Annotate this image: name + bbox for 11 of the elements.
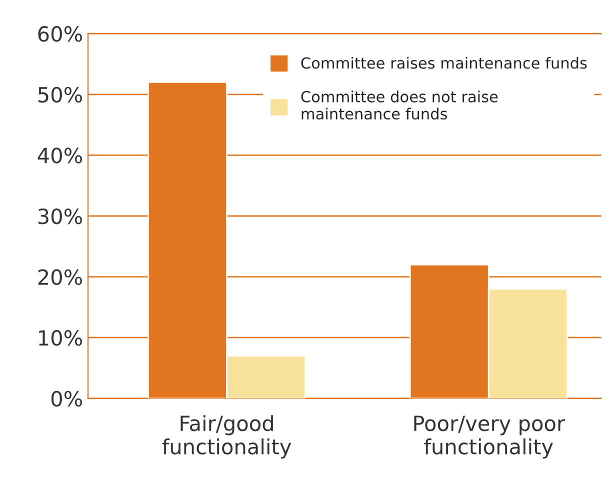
legend-label: Committee raises maintenance funds <box>301 56 587 69</box>
y-tick-label: 30% <box>38 208 82 224</box>
y-tick-label: 40% <box>38 148 82 164</box>
x-tick-label: Poor/very poor functionality <box>414 416 566 459</box>
y-tick-label: 10% <box>39 330 82 346</box>
y-tick-label: 60% <box>38 26 82 42</box>
y-tick-label: 50% <box>38 86 82 103</box>
y-tick-label: 0% <box>51 390 82 407</box>
legend-label: Committee does not raise maintenance funds <box>301 90 498 120</box>
x-tick-label: Fair/good functionality <box>162 415 292 459</box>
y-tick-label: 20% <box>38 269 82 286</box>
